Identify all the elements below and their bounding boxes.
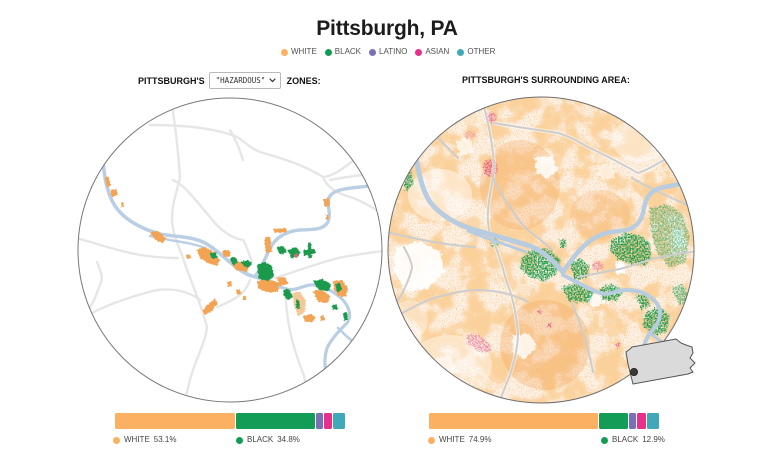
left-panel-heading: PITTSBURGH'S "HAZARDOUS" ZONES:	[138, 72, 321, 89]
bar-label-value: 74.9%	[468, 435, 492, 444]
rivers	[412, 147, 694, 367]
black-dot-icon	[236, 436, 243, 444]
left-bar-label-white: WHITE 53.1%	[113, 435, 176, 445]
legend-label: WHITE	[291, 47, 317, 56]
page-title: Pittsburgh, PA	[316, 17, 458, 40]
zone-type-select[interactable]: "HAZARDOUS"	[208, 72, 281, 89]
left-bar-label-black: BLACK 34.8%	[236, 435, 300, 445]
latino-dot-icon	[369, 48, 377, 56]
bar-segment-black	[599, 413, 629, 429]
legend-item-white: WHITE	[281, 47, 317, 57]
left-heading-suffix: ZONES:	[286, 75, 321, 86]
map-background	[78, 98, 382, 402]
roads	[78, 98, 382, 402]
legend-label: LATINO	[379, 47, 408, 56]
right-bar-label-black: BLACK 12.9%	[601, 435, 665, 445]
bar-segment-white	[429, 413, 599, 429]
black-dot-icon	[324, 48, 332, 56]
bar-segment-asian	[636, 413, 647, 429]
legend-item-black: BLACK	[324, 47, 362, 57]
pennsylvania-locator	[625, 338, 696, 385]
zone-type-select-value: "HAZARDOUS"	[215, 76, 266, 85]
hazardous-zones-map	[78, 98, 382, 402]
left-heading-prefix: PITTSBURGH'S	[138, 75, 205, 86]
white-dot-icon	[281, 48, 288, 56]
bar-label-value: 12.9%	[642, 435, 665, 444]
pennsylvania-outline-icon	[625, 338, 696, 385]
chevron-down-icon	[269, 78, 276, 83]
bar-segment-latino	[629, 413, 636, 429]
legend-label: BLACK	[334, 47, 362, 56]
legend-item-asian: ASIAN	[415, 47, 449, 57]
legend-item-other: OTHER	[457, 47, 495, 57]
left-map-border	[77, 97, 383, 403]
bar-label-value: 34.8%	[277, 435, 300, 444]
zone-patches	[105, 176, 348, 322]
right-bar-label-white: WHITE 74.9%	[428, 435, 491, 445]
asian-population-patches	[294, 253, 298, 258]
hazardous-zones-race-bar	[115, 413, 345, 429]
bar-label-group: BLACK	[612, 435, 639, 444]
bar-segment-black	[236, 413, 315, 429]
bar-label-value: 53.1%	[153, 435, 177, 444]
black-population-patches	[210, 243, 348, 321]
asian-dot-icon	[415, 48, 423, 56]
legend-label: OTHER	[467, 47, 496, 56]
legend-item-latino: LATINO	[369, 47, 407, 57]
bar-label-group: BLACK	[247, 435, 274, 444]
roads	[388, 98, 694, 403]
bar-label-group: WHITE	[124, 435, 150, 444]
surrounding-area-race-bar	[429, 413, 660, 429]
bar-segment-other	[332, 413, 345, 429]
bar-segment-white	[115, 413, 235, 429]
other-dot-icon	[457, 48, 465, 56]
bar-segment-latino	[315, 413, 323, 429]
bar-segment-other	[647, 413, 660, 429]
bar-label-group: WHITE	[439, 435, 465, 444]
white-dot-icon	[113, 436, 120, 444]
legend-label: ASIAN	[425, 47, 450, 56]
right-map-border	[387, 96, 695, 404]
location-dot-icon	[630, 367, 639, 376]
right-panel-heading: PITTSBURGH'S SURROUNDING AREA:	[462, 75, 630, 85]
white-dot-icon	[428, 436, 435, 444]
black-dot-icon	[601, 436, 608, 444]
race-legend: WHITE BLACK LATINO ASIAN OTHER	[281, 47, 495, 57]
bar-segment-asian	[323, 413, 332, 429]
